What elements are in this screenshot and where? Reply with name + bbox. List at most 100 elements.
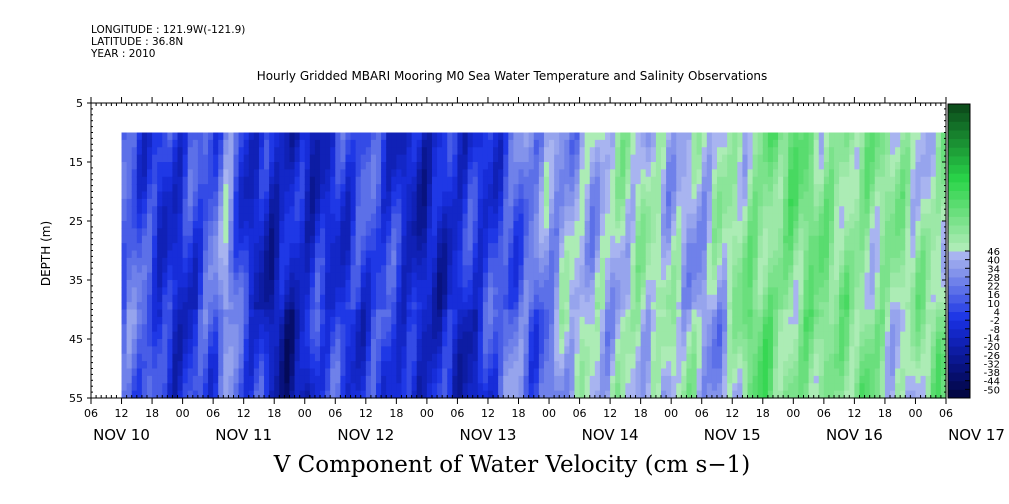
heatmap-cell xyxy=(467,147,474,156)
heatmap-cell xyxy=(197,162,204,170)
heatmap-cell xyxy=(320,309,326,318)
heatmap-cell xyxy=(421,162,428,170)
heatmap-cell xyxy=(401,287,408,296)
heatmap-cell xyxy=(762,390,769,399)
heatmap-cell xyxy=(808,154,815,163)
heatmap-cell xyxy=(269,294,275,303)
heatmap-cell xyxy=(554,213,560,222)
heatmap-cell xyxy=(569,257,576,266)
heatmap-cell xyxy=(681,331,688,340)
heatmap-cell xyxy=(228,280,235,288)
heatmap-cell xyxy=(416,206,423,215)
heatmap-cell xyxy=(131,316,138,325)
heatmap-cell xyxy=(437,176,443,185)
heatmap-cell xyxy=(513,162,520,170)
heatmap-cell xyxy=(452,287,459,296)
heatmap-cell xyxy=(757,139,764,148)
heatmap-cell xyxy=(421,147,428,156)
heatmap-cell xyxy=(208,250,214,259)
heatmap-cell xyxy=(655,302,662,311)
heatmap-cell xyxy=(813,147,820,156)
heatmap-cell xyxy=(248,176,255,185)
heatmap-cell xyxy=(157,154,163,163)
heatmap-cell xyxy=(691,169,698,178)
heatmap-cell xyxy=(716,206,723,215)
heatmap-cell xyxy=(411,147,418,156)
heatmap-cell xyxy=(304,191,311,200)
heatmap-cell xyxy=(605,162,611,170)
heatmap-cell xyxy=(172,132,179,141)
heatmap-cell xyxy=(818,184,825,193)
heatmap-cell xyxy=(706,257,713,266)
heatmap-cell xyxy=(691,191,698,200)
heatmap-cell xyxy=(727,176,733,185)
heatmap-cell xyxy=(177,361,184,370)
heatmap-cell xyxy=(625,316,632,325)
heatmap-cell xyxy=(630,243,637,252)
heatmap-cell xyxy=(569,147,576,156)
heatmap-cell xyxy=(788,383,794,392)
heatmap-cell xyxy=(157,287,163,296)
heatmap-cell xyxy=(223,324,230,333)
heatmap-cell xyxy=(477,132,484,141)
heatmap-cell xyxy=(477,287,484,296)
heatmap-cell xyxy=(640,139,647,148)
heatmap-cell xyxy=(416,184,423,193)
heatmap-cell xyxy=(564,346,570,355)
heatmap-cell xyxy=(706,198,713,207)
heatmap-cell xyxy=(248,280,255,288)
heatmap-cell xyxy=(533,250,540,259)
heatmap-cell xyxy=(396,228,403,237)
heatmap-cell xyxy=(579,213,586,222)
heatmap-cell xyxy=(650,316,657,325)
heatmap-cell xyxy=(584,213,591,222)
heatmap-cell xyxy=(457,139,464,148)
heatmap-cell xyxy=(223,132,230,141)
heatmap-cell xyxy=(421,309,428,318)
heatmap-cell xyxy=(457,257,464,266)
heatmap-cell xyxy=(208,213,214,222)
heatmap-cell xyxy=(650,294,657,303)
heatmap-cell xyxy=(258,221,265,229)
heatmap-cell xyxy=(818,198,825,207)
heatmap-cell xyxy=(376,316,382,325)
heatmap-cell xyxy=(431,265,438,274)
heatmap-cell xyxy=(543,228,550,237)
heatmap-cell xyxy=(615,331,621,340)
heatmap-cell xyxy=(457,162,464,170)
heatmap-cell xyxy=(228,390,235,399)
heatmap-cell xyxy=(498,228,504,237)
heatmap-cell xyxy=(584,309,591,318)
heatmap-cell xyxy=(162,250,168,259)
heatmap-cell xyxy=(513,339,520,347)
heatmap-cell xyxy=(671,287,677,296)
heatmap-cell xyxy=(543,265,550,274)
heatmap-cell xyxy=(778,346,784,355)
heatmap-cell xyxy=(487,361,494,370)
heatmap-cell xyxy=(528,250,535,259)
heatmap-cell xyxy=(162,154,168,163)
heatmap-cell xyxy=(320,390,326,399)
heatmap-cell xyxy=(757,191,764,200)
heatmap-cell xyxy=(533,139,540,148)
heatmap-cell xyxy=(722,375,728,384)
heatmap-cell xyxy=(569,331,576,340)
heatmap-cell xyxy=(411,331,418,340)
heatmap-cell xyxy=(808,346,815,355)
heatmap-cell xyxy=(569,390,576,399)
heatmap-cell xyxy=(605,339,611,347)
heatmap-cell xyxy=(294,176,301,185)
heatmap-cell xyxy=(381,221,387,229)
heatmap-cell xyxy=(681,309,688,318)
heatmap-cell xyxy=(793,154,800,163)
heatmap-cell xyxy=(783,339,789,347)
heatmap-cell xyxy=(482,221,489,229)
heatmap-cell xyxy=(253,361,260,370)
heatmap-cell xyxy=(599,235,606,244)
heatmap-cell xyxy=(248,191,255,200)
heatmap-cell xyxy=(493,272,499,281)
heatmap-cell xyxy=(818,287,825,296)
heatmap-cell xyxy=(325,390,331,399)
heatmap-cell xyxy=(549,154,555,163)
heatmap-cell xyxy=(762,206,769,215)
